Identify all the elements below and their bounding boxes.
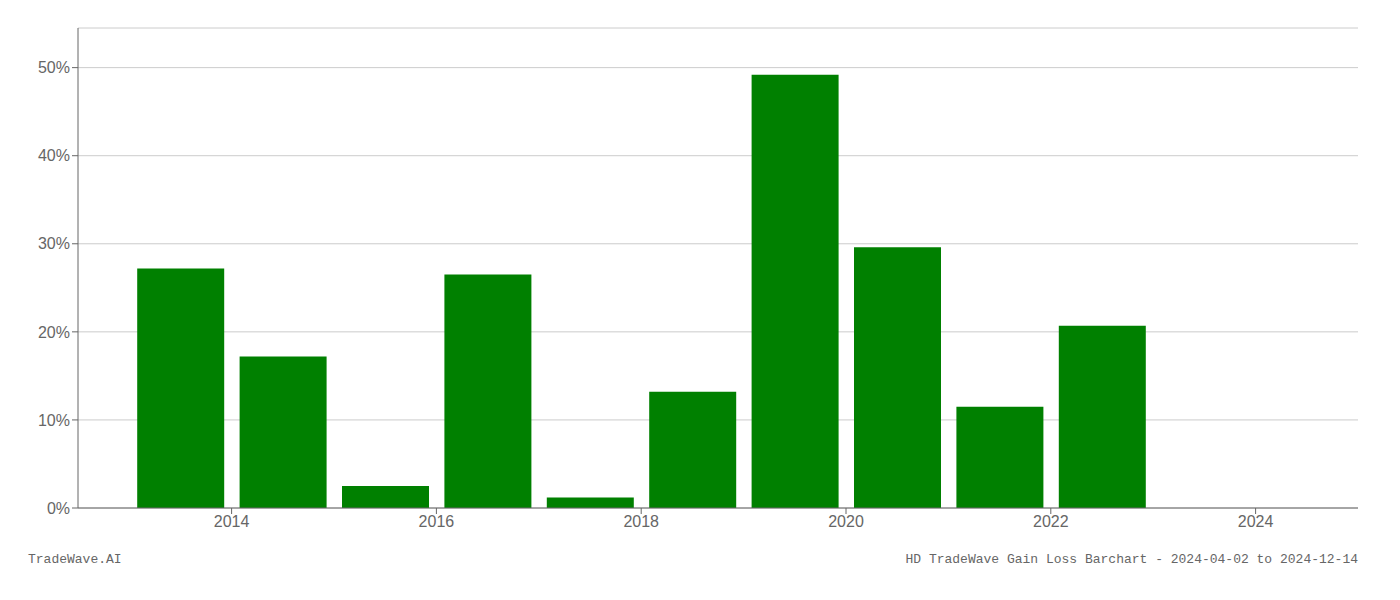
- svg-text:40%: 40%: [38, 147, 70, 164]
- svg-text:2024: 2024: [1238, 513, 1274, 530]
- svg-text:2016: 2016: [419, 513, 455, 530]
- svg-text:2022: 2022: [1033, 513, 1069, 530]
- svg-text:30%: 30%: [38, 235, 70, 252]
- svg-text:50%: 50%: [38, 59, 70, 76]
- svg-text:2014: 2014: [214, 513, 250, 530]
- svg-text:0%: 0%: [47, 500, 70, 517]
- svg-text:10%: 10%: [38, 412, 70, 429]
- html-text:TradeWave.AI: TradeWave.AI: [28, 552, 122, 567]
- svg-text:2020: 2020: [828, 513, 864, 530]
- html-text:HD TradeWave Gain Loss Barchar: HD TradeWave Gain Loss Barchart - 2024-0…: [905, 552, 1358, 567]
- svg-text:2018: 2018: [623, 513, 659, 530]
- svg-text:20%: 20%: [38, 324, 70, 341]
